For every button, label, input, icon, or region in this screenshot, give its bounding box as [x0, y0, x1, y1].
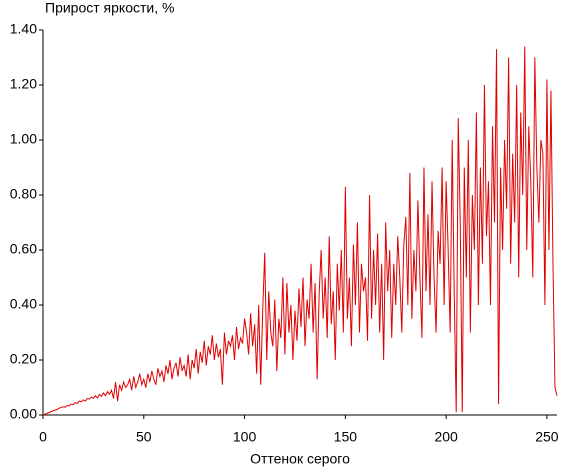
y-tick-label: 0.00 — [10, 406, 37, 422]
y-tick-label: 0.60 — [10, 241, 37, 257]
y-tick-label: 0.80 — [10, 186, 37, 202]
y-tick-label: 1.00 — [10, 131, 37, 147]
y-tick-label: 1.20 — [10, 76, 37, 92]
x-tick-label: 100 — [233, 429, 257, 445]
y-tick-label: 0.20 — [10, 351, 37, 367]
x-tick-label: 250 — [535, 429, 559, 445]
x-tick-label: 200 — [434, 429, 458, 445]
data-line — [42, 46, 558, 416]
y-tick-label: 0.40 — [10, 296, 37, 312]
x-tick-label: 50 — [136, 429, 152, 445]
x-tick-label: 0 — [39, 429, 47, 445]
y-tick-label: 1.40 — [10, 21, 37, 37]
x-tick-label: 150 — [334, 429, 358, 445]
x-axis-label: Оттенок серого — [250, 451, 350, 467]
chart-title: Прирост яркости, % — [45, 0, 174, 16]
